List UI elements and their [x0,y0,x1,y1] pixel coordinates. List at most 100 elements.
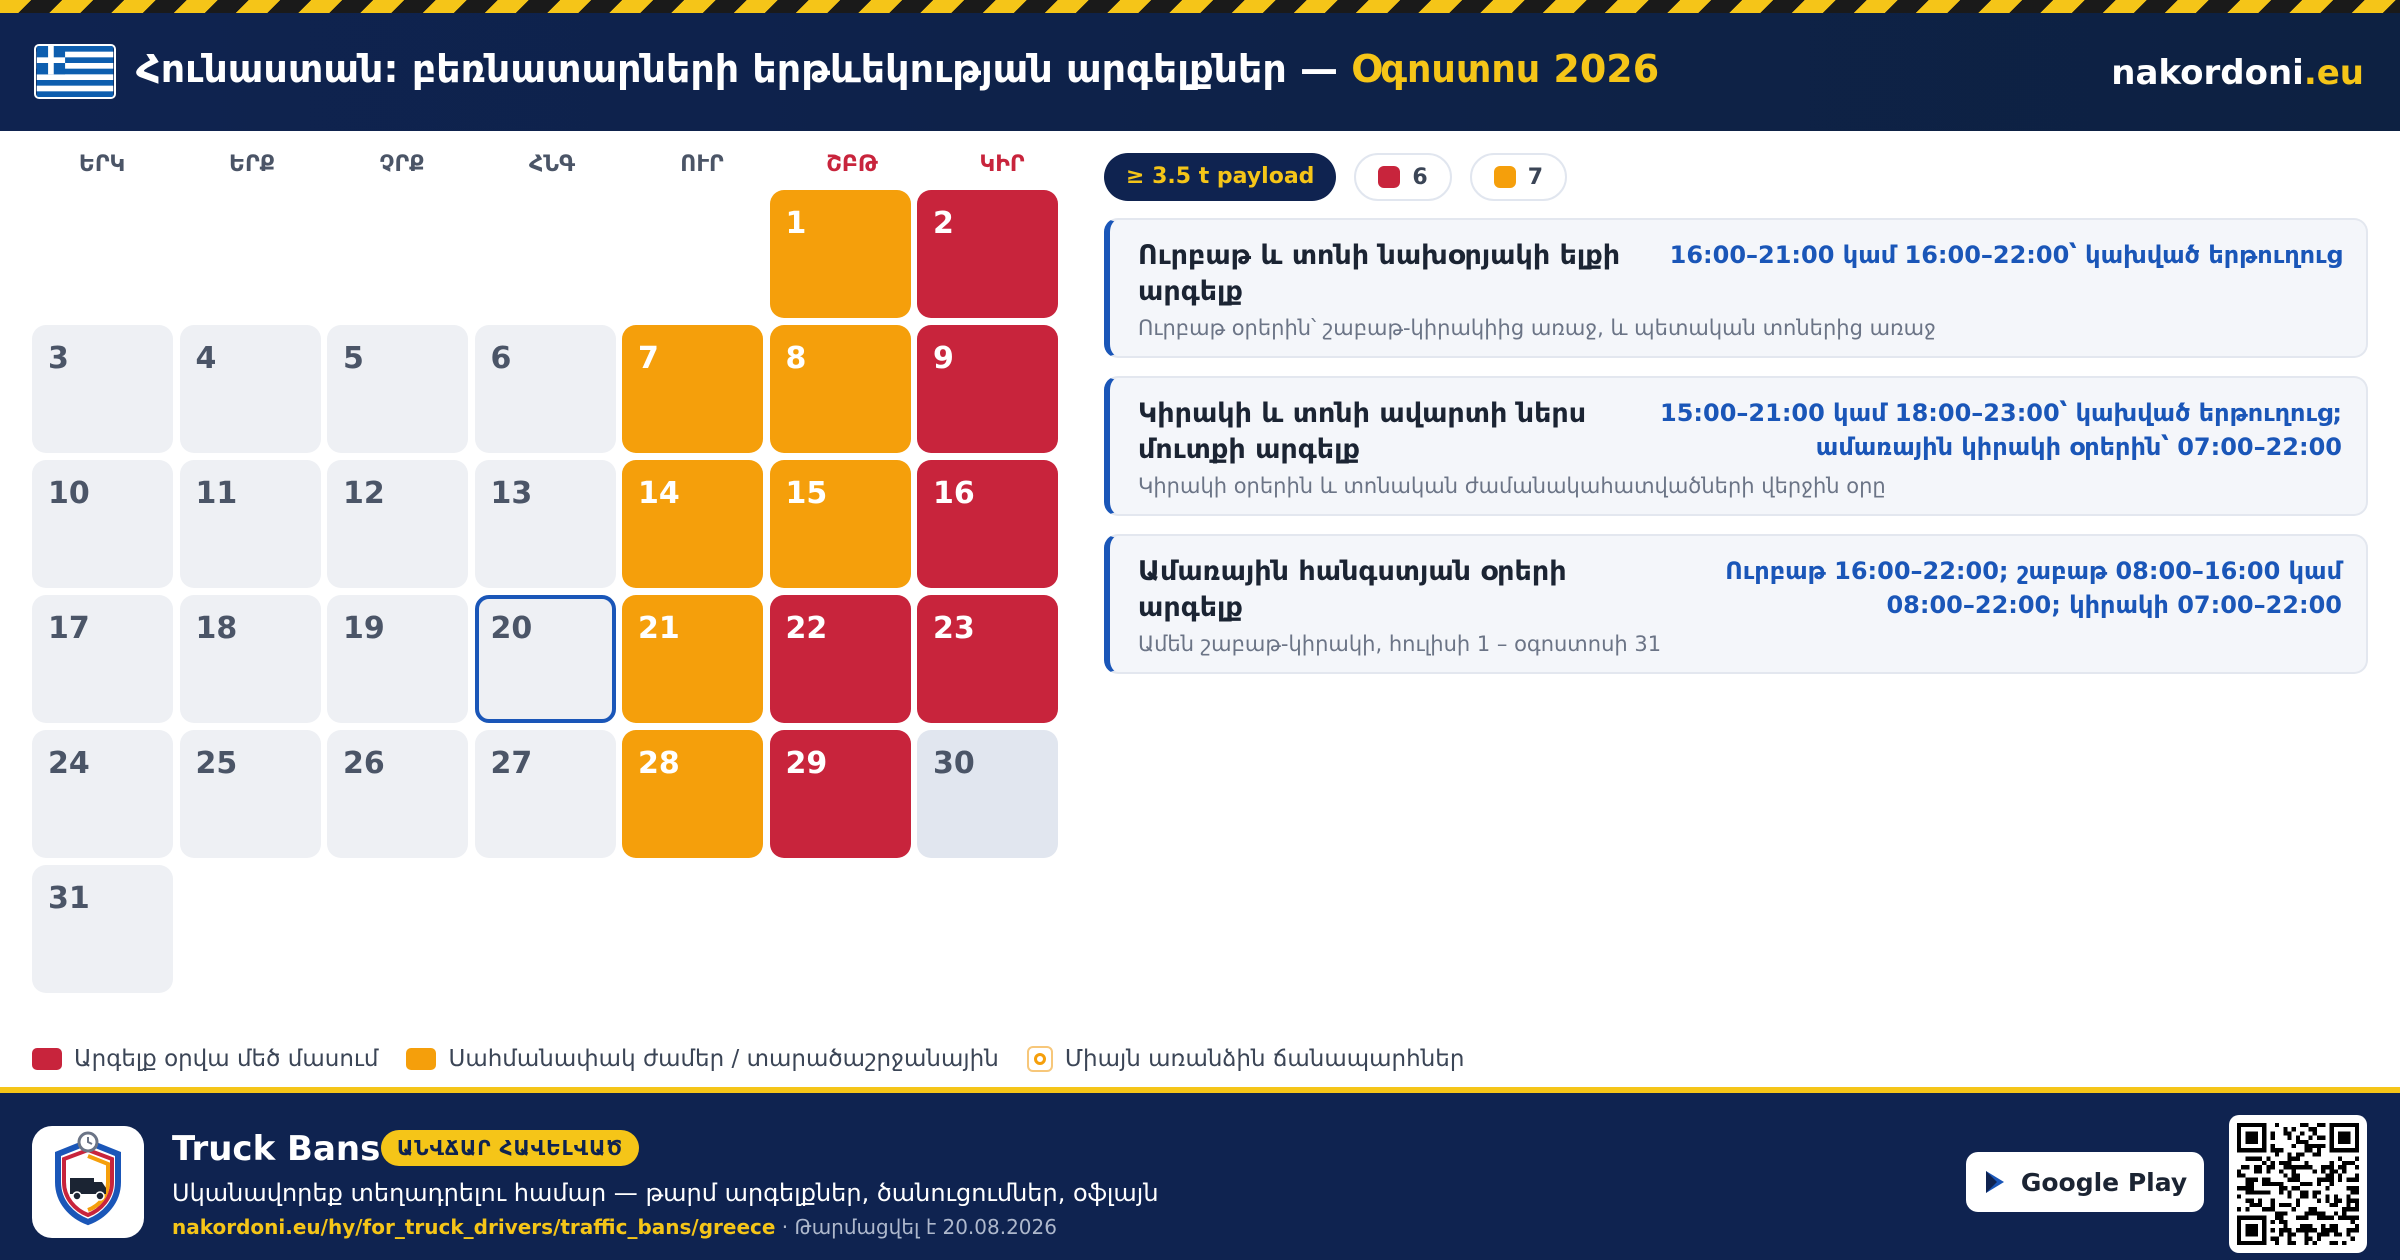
calendar-day[interactable]: 9 [917,325,1058,453]
rule-description: Կիրակի օրերին և տոնական ժամանակահատվածնե… [1138,474,1886,498]
calendar-day[interactable]: 18 [179,595,321,723]
red-count-chip[interactable]: 6 [1354,153,1452,201]
calendar-day[interactable]: 16 [917,460,1058,588]
calendar-day[interactable]: 22 [769,595,911,723]
footer-tagline: Սկանավորեք տեղադրելու համար — թարմ արգել… [172,1179,1159,1207]
day-number: 8 [785,341,807,376]
day-number: 3 [48,341,69,376]
hazard-stripe [0,0,2400,13]
weekday-sun: ԿԻՐ [979,152,1025,177]
weekday-thu: ՀՆԳ [528,152,576,177]
google-play-button[interactable]: Google Play [1966,1152,2204,1212]
legend-orange-label: Սահմանափակ ժամեր / տարածաշրջանային [448,1046,999,1072]
day-number: 19 [343,611,385,646]
calendar-day[interactable]: 4 [179,325,321,453]
rule-title: Ուրբաթ և տոնի նախօրյակի ելքի արգելք [1138,240,1621,307]
calendar-day[interactable]: 5 [327,325,468,453]
calendar-day[interactable]: 28 [622,730,763,858]
day-number: 1 [785,206,807,241]
day-number: 13 [490,476,533,511]
day-number: 26 [343,746,385,781]
payload-chip[interactable]: ≥ 3.5 t payload [1104,153,1337,201]
calendar-day[interactable]: 19 [327,595,468,723]
legend-item-red: Արգելք օրվա մեծ մասում [32,1046,378,1072]
day-number: 14 [638,476,680,511]
day-number: 23 [933,611,975,646]
calendar-day[interactable]: 12 [327,460,468,588]
calendar-day[interactable]: 24 [32,730,173,858]
calendar-day[interactable]: 29 [769,730,911,858]
calendar-day[interactable]: 26 [327,730,468,858]
day-number: 22 [785,611,828,646]
google-play-label: Google Play [2020,1167,2188,1197]
footer-meta: nakordoni.eu/hy/for_truck_drivers/traffi… [172,1215,1057,1239]
calendar-day[interactable]: 8 [769,325,911,453]
day-number: 27 [490,746,533,781]
calendar-day[interactable]: 23 [917,595,1058,723]
greece-flag-icon [34,44,116,99]
brand-logo-link[interactable]: nakordoni.eu [2111,53,2364,93]
calendar-day[interactable]: 17 [32,595,173,723]
calendar-day[interactable]: 31 [32,865,173,993]
calendar-day[interactable]: 30 [917,730,1058,858]
calendar-day[interactable]: 14 [622,460,763,588]
day-number: 11 [195,476,238,511]
day-number: 5 [343,341,364,376]
legend: Արգելք օրվա մեծ մասում Սահմանափակ ժամեր … [32,1044,1464,1074]
calendar-day[interactable]: 11 [179,460,321,588]
qr-code-icon[interactable] [2229,1115,2367,1253]
day-number: 7 [638,341,659,376]
calendar-day[interactable]: 3 [32,325,173,453]
rule-card: Կիրակի և տոնի ավարտի ներս մուտքի արգելք … [1104,376,2368,516]
day-number: 25 [195,746,238,781]
calendar-day[interactable]: 10 [32,460,173,588]
day-number: 30 [933,746,975,781]
day-number: 16 [933,476,975,511]
calendar-grid: 1 2 3 4 5 6 7 8 9 10 11 12 13 14 15 16 17 18 19 20 21 22 23 24 2… [32,190,1074,1010]
weekday-mon: ԵՐԿ [78,152,126,177]
app-name: Truck Bans [172,1129,381,1169]
red-count: 6 [1412,164,1428,190]
rule-description: Ուրբաթ օրերին՝ շաբաթ-կիրակիից առաջ, և պե… [1138,316,1936,340]
day-number: 24 [48,746,90,781]
page-title: Հունաստան: բեռնատարների երթևեկության արգ… [136,47,1659,91]
orange-dot-icon [1493,166,1516,188]
day-number: 12 [343,476,385,511]
calendar-day[interactable]: 6 [474,325,616,453]
day-number: 31 [48,881,90,916]
calendar-day[interactable]: 20 [474,595,616,723]
day-number: 20 [490,611,533,646]
brand-main: nakordoni [2111,53,2304,93]
legend-item-roads: Միայն առանձին ճանապարհներ [1026,1046,1465,1072]
day-number: 17 [48,611,90,646]
calendar-day[interactable]: 15 [769,460,911,588]
calendar-day[interactable]: 25 [179,730,321,858]
orange-count-chip[interactable]: 7 [1469,153,1568,201]
footer-updated: · Թարմացվել է 20.08.2026 [775,1215,1057,1239]
calendar-day[interactable]: 21 [622,595,763,723]
day-number: 18 [195,611,238,646]
rule-title: Ամառային հանգստյան օրերի արգելք [1138,556,1567,623]
rule-card: Ուրբաթ և տոնի նախօրյակի ելքի արգելք 16:0… [1104,218,2368,358]
title-month: Օգոստոս 2026 [1351,47,1660,91]
legend-ring-icon [1026,1046,1053,1072]
rule-time: Ուրբաթ 16:00–22:00; շաբաթ 08:00–16:00 կա… [1725,557,2342,619]
legend-red-label: Արգելք օրվա մեծ մասում [74,1046,379,1072]
calendar-day[interactable]: 13 [474,460,616,588]
rule-description: Ամեն շաբաթ-կիրակի, հուլիսի 1 – օգոստոսի … [1138,632,1662,656]
calendar-day[interactable]: 2 [917,190,1058,318]
weekday-fri: ՈՒՐ [680,152,724,177]
calendar-day[interactable]: 27 [474,730,616,858]
free-app-badge: ԱՆՎՃԱՐ ՀԱՎԵԼՎԱԾ [381,1130,640,1166]
title-main: Հունաստան: բեռնատարների երթևեկության արգ… [136,47,1352,91]
footer-url-link[interactable]: nakordoni.eu/hy/for_truck_drivers/traffi… [172,1215,776,1239]
page-header: Հունաստան: բեռնատարների երթևեկության արգ… [0,13,2400,131]
truck-shield-icon [32,1126,144,1238]
legend-item-orange: Սահմանափակ ժամեր / տարածաշրջանային [406,1046,999,1072]
calendar-day[interactable]: 7 [622,325,763,453]
calendar-day[interactable]: 1 [769,190,911,318]
rule-card: Ամառային հանգստյան օրերի արգելք Ուրբաթ 1… [1104,534,2368,674]
brand-tld: .eu [2303,53,2364,93]
legend-roads-label: Միայն առանձին ճանապարհներ [1064,1046,1465,1072]
day-number: 29 [785,746,828,781]
